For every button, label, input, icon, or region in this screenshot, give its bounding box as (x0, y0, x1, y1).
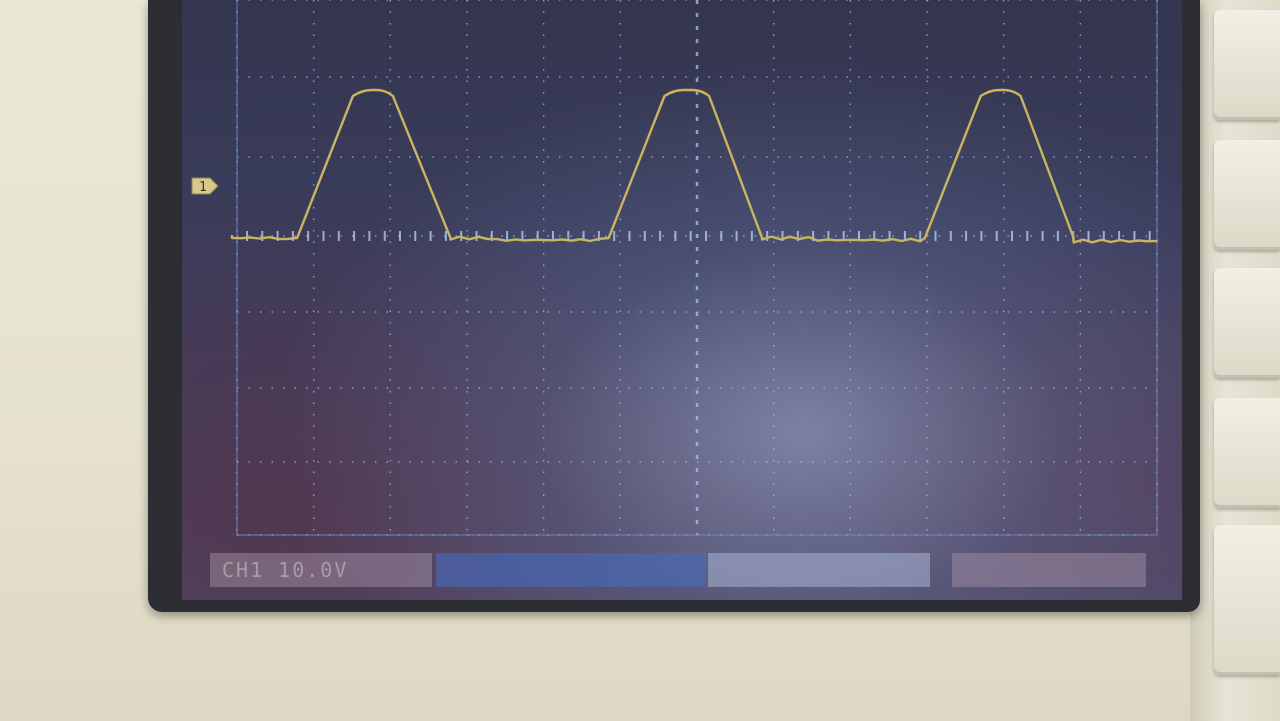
softkey-button-5[interactable] (1214, 525, 1280, 675)
channel-1-marker: 1 (191, 177, 219, 195)
trigger-readout (952, 553, 1146, 587)
timebase-readout (708, 553, 930, 587)
waveform-trace (230, 88, 1158, 244)
graticule-grid (236, 0, 1158, 536)
status-bar: CH1 10.0V (210, 545, 1154, 595)
channel-scale-readout: CH1 10.0V (210, 553, 432, 587)
softkey-button-1[interactable] (1214, 10, 1280, 120)
status-strip (436, 553, 706, 587)
softkey-button-2[interactable] (1214, 140, 1280, 250)
oscilloscope-screen (182, 0, 1182, 600)
softkey-button-3[interactable] (1214, 268, 1280, 378)
softkey-button-4[interactable] (1214, 398, 1280, 508)
waveform-display (230, 0, 1158, 536)
graticule-frame (236, 0, 1158, 536)
channel-marker-label: 1 (199, 180, 207, 195)
